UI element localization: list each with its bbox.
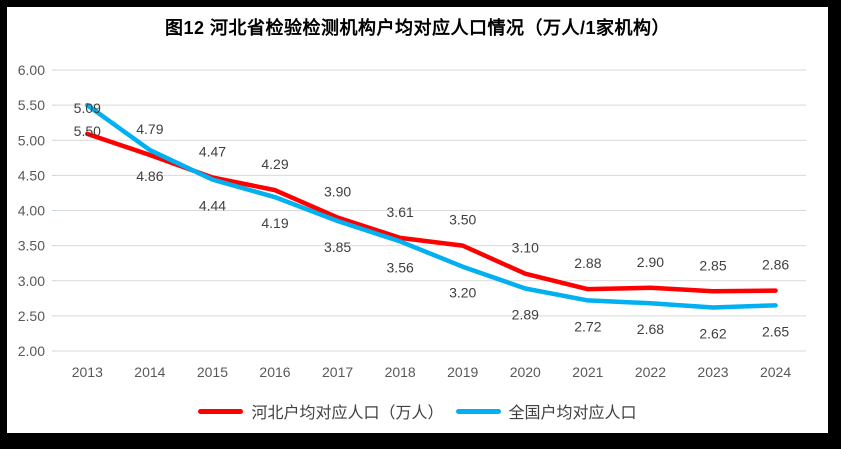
data-label-hebei: 3.90 <box>324 184 351 200</box>
y-axis-label: 2.50 <box>18 308 45 324</box>
data-label-hebei: 4.47 <box>199 143 226 159</box>
y-axis-label: 4.50 <box>18 167 45 183</box>
data-label-hebei: 3.10 <box>512 240 539 256</box>
legend-item-national: 全国户均对应人口 <box>455 399 637 423</box>
data-label-national: 2.68 <box>637 321 664 337</box>
data-label-national: 3.85 <box>324 239 351 255</box>
data-label-national: 3.56 <box>387 259 414 275</box>
chart-title: 图12 河北省检验检测机构户均对应人口情况（万人/1家机构） <box>164 18 671 38</box>
data-label-hebei: 2.90 <box>637 254 664 270</box>
x-axis-label: 2015 <box>197 364 228 380</box>
data-label-national: 4.19 <box>261 215 288 231</box>
data-label-hebei: 3.50 <box>449 212 476 228</box>
y-axis-label: 5.00 <box>18 132 45 148</box>
data-label-hebei: 2.85 <box>699 257 726 273</box>
data-label-hebei: 4.29 <box>261 156 288 172</box>
x-axis-label: 2019 <box>447 364 478 380</box>
y-axis-label: 6.00 <box>18 62 45 78</box>
x-axis-label: 2013 <box>72 364 103 380</box>
data-label-national: 2.62 <box>699 325 726 341</box>
x-axis-label: 2023 <box>697 364 728 380</box>
x-axis-label: 2022 <box>635 364 666 380</box>
data-label-national: 2.89 <box>512 306 539 322</box>
data-label-national: 2.72 <box>574 318 601 334</box>
y-axis-label: 3.00 <box>18 273 45 289</box>
plot-area: 6.00 5.50 5.00 4.50 4.00 3.50 3.00 2.50 2.00 2013… <box>18 62 806 380</box>
data-label-hebei: 2.86 <box>762 257 789 273</box>
y-axis-label: 2.00 <box>18 343 45 359</box>
legend: 河北户均对应人口（万人） 全国户均对应人口 <box>7 399 828 423</box>
data-label-hebei: 5.09 <box>74 100 101 116</box>
x-axis-label: 2024 <box>760 364 791 380</box>
y-axis-label: 3.50 <box>18 238 45 254</box>
legend-label-hebei: 河北户均对应人口（万人） <box>251 405 444 422</box>
legend-swatch-hebei <box>198 408 244 414</box>
y-axis-label: 4.00 <box>18 203 45 219</box>
x-axis-label: 2016 <box>259 364 290 380</box>
data-label-national: 4.86 <box>136 168 163 184</box>
data-label-hebei: 2.88 <box>574 255 601 271</box>
series-line-national <box>85 102 778 310</box>
x-axis-label: 2017 <box>322 364 353 380</box>
data-label-national: 4.44 <box>199 198 226 214</box>
data-label-national: 3.20 <box>449 285 476 301</box>
x-axis-label: 2018 <box>385 364 416 380</box>
data-label-hebei: 3.61 <box>387 204 414 220</box>
series-line-hebei <box>85 131 778 294</box>
legend-item-hebei: 河北户均对应人口（万人） <box>198 399 444 423</box>
data-label-hebei: 4.79 <box>136 121 163 137</box>
data-label-national: 2.65 <box>762 323 789 339</box>
legend-label-national: 全国户均对应人口 <box>508 405 637 422</box>
x-axis-label: 2020 <box>510 364 541 380</box>
y-axis-label: 5.50 <box>18 97 45 113</box>
x-axis-label: 2014 <box>134 364 165 380</box>
x-axis-label: 2021 <box>572 364 603 380</box>
data-label-national: 5.50 <box>74 123 101 139</box>
legend-swatch-national <box>455 408 501 414</box>
chart-panel: 6.00 5.50 5.00 4.50 4.00 3.50 3.00 2.50 2.00 2013… <box>7 7 828 433</box>
